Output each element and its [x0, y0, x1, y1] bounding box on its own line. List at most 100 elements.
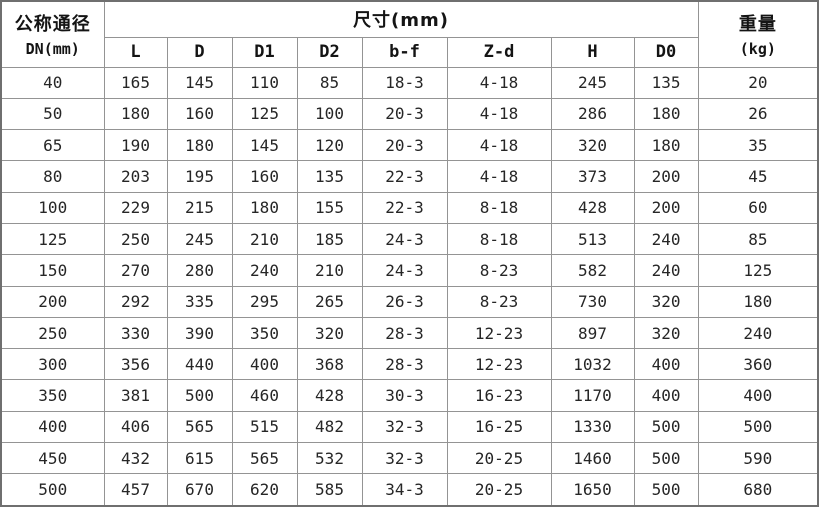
data-cell: 20-3 [361, 97, 448, 131]
data-cell: 615 [166, 442, 233, 475]
data-cell: 160 [231, 160, 298, 193]
data-cell: 215 [166, 191, 233, 224]
data-cell: 513 [550, 222, 635, 256]
data-cell: 457 [103, 473, 168, 507]
data-cell: 229 [103, 191, 168, 224]
data-cell: 85 [697, 222, 819, 256]
data-cell: 1032 [550, 348, 635, 381]
weight-header-line1: 重量 [738, 14, 777, 36]
col-header-H: H [550, 36, 635, 68]
data-cell: 373 [550, 160, 635, 193]
data-cell: 565 [231, 442, 298, 475]
data-cell: 135 [296, 160, 363, 193]
table-row: 200 292 335 295 265 26-3 8-23 730 320 180 [0, 285, 819, 318]
data-cell: 8-18 [446, 191, 552, 224]
data-cell: 200 [633, 191, 699, 224]
data-cell: 180 [697, 285, 819, 318]
data-cell: 180 [166, 129, 233, 162]
data-cell: 12-23 [446, 316, 552, 350]
data-cell: 400 [633, 379, 699, 412]
col-header-bf: b-f [361, 36, 448, 68]
data-cell: 1460 [550, 442, 635, 475]
header-row-sub: L D D1 D2 b-f Z-d H D0 [1, 36, 818, 68]
data-cell: 356 [103, 348, 168, 381]
data-cell: 100 [296, 97, 363, 131]
dn-cell: 450 [0, 442, 105, 475]
data-cell: 8-23 [446, 285, 552, 318]
data-cell: 165 [103, 66, 168, 99]
data-cell: 28-3 [361, 348, 448, 381]
weight-column-header: 重量 (kg) [697, 0, 819, 68]
data-cell: 125 [231, 97, 298, 131]
data-cell: 34-3 [361, 473, 448, 507]
data-cell: 1330 [550, 410, 635, 444]
data-cell: 22-3 [361, 160, 448, 193]
data-cell: 24-3 [361, 222, 448, 256]
size-group-header: 尺寸(mm) [103, 0, 699, 38]
table-row: 500 457 670 620 585 34-3 20-25 1650 500 680 [0, 473, 819, 507]
data-cell: 145 [231, 129, 298, 162]
col-header-L: L [103, 36, 168, 68]
table-row: 125 250 245 210 185 24-3 8-18 513 240 85 [0, 222, 819, 256]
data-cell: 320 [633, 316, 699, 350]
data-cell: 190 [103, 129, 168, 162]
data-cell: 368 [296, 348, 363, 381]
data-cell: 200 [633, 160, 699, 193]
dn-cell: 150 [0, 254, 105, 287]
table-row: 400 406 565 515 482 32-3 16-25 1330 500 500 [0, 410, 819, 444]
data-cell: 8-23 [446, 254, 552, 287]
data-cell: 250 [103, 222, 168, 256]
data-cell: 500 [633, 473, 699, 507]
table-row: 65 190 180 145 120 20-3 4-18 320 180 35 [0, 129, 819, 162]
data-cell: 295 [231, 285, 298, 318]
data-cell: 270 [103, 254, 168, 287]
data-cell: 428 [550, 191, 635, 224]
data-cell: 320 [550, 129, 635, 162]
col-header-Zd: Z-d [446, 36, 552, 68]
data-cell: 60 [697, 191, 819, 224]
data-cell: 240 [231, 254, 298, 287]
data-cell: 245 [550, 66, 635, 99]
data-cell: 265 [296, 285, 363, 318]
dn-cell: 400 [0, 410, 105, 444]
data-cell: 26 [697, 97, 819, 131]
data-cell: 210 [231, 222, 298, 256]
data-cell: 582 [550, 254, 635, 287]
table-row: 40 165 145 110 85 18-3 4-18 245 135 20 [0, 66, 819, 99]
data-cell: 32-3 [361, 442, 448, 475]
dn-cell: 200 [0, 285, 105, 318]
data-cell: 20-3 [361, 129, 448, 162]
data-cell: 145 [166, 66, 233, 99]
data-cell: 320 [296, 316, 363, 350]
data-cell: 180 [231, 191, 298, 224]
dn-cell: 40 [0, 66, 105, 99]
dn-cell: 80 [0, 160, 105, 193]
data-cell: 24-3 [361, 254, 448, 287]
data-cell: 286 [550, 97, 635, 131]
data-cell: 240 [633, 222, 699, 256]
data-cell: 4-18 [446, 129, 552, 162]
table-row: 100 229 215 180 155 22-3 8-18 428 200 60 [0, 191, 819, 224]
col-header-D0: D0 [633, 36, 699, 68]
data-cell: 4-18 [446, 97, 552, 131]
data-cell: 320 [633, 285, 699, 318]
dn-cell: 50 [0, 97, 105, 131]
data-cell: 28-3 [361, 316, 448, 350]
data-cell: 195 [166, 160, 233, 193]
data-cell: 20-25 [446, 473, 552, 507]
data-cell: 45 [697, 160, 819, 193]
data-cell: 110 [231, 66, 298, 99]
data-cell: 20 [697, 66, 819, 99]
data-cell: 180 [103, 97, 168, 131]
data-cell: 240 [633, 254, 699, 287]
data-cell: 590 [697, 442, 819, 475]
col-header-D1: D1 [231, 36, 298, 68]
table-body: 40 165 145 110 85 18-3 4-18 245 135 20 50 180 160 125… [0, 66, 819, 507]
data-cell: 730 [550, 285, 635, 318]
data-cell: 482 [296, 410, 363, 444]
data-cell: 155 [296, 191, 363, 224]
dn-cell: 300 [0, 348, 105, 381]
col-header-D2: D2 [296, 36, 363, 68]
data-cell: 500 [633, 410, 699, 444]
